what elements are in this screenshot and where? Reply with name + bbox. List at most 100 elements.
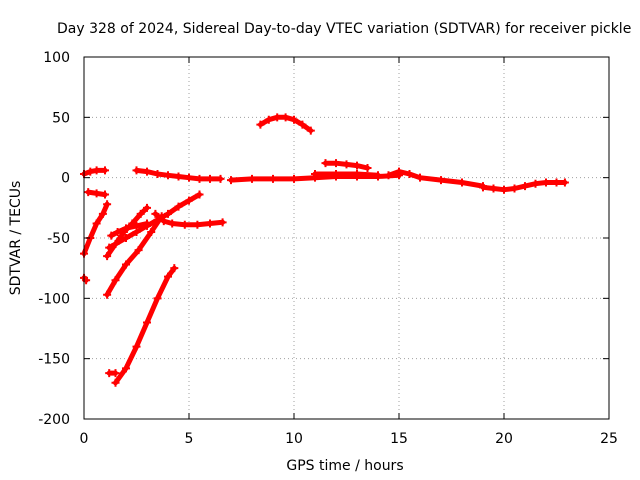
data-point: [113, 227, 122, 236]
data-point: [143, 203, 151, 212]
data-point: [136, 209, 145, 218]
y-tick-label: -50: [47, 231, 70, 247]
data-point: [170, 264, 179, 273]
data-point: [101, 166, 109, 175]
data-point: [416, 173, 424, 182]
data-point: [153, 294, 162, 303]
data-point: [111, 240, 120, 249]
data-point: [143, 219, 151, 228]
data-point: [153, 170, 162, 179]
chart-title: Day 328 of 2024, Sidereal Day-to-day VTE…: [57, 21, 631, 37]
data-point: [185, 173, 193, 182]
plot-frame: [83, 56, 610, 420]
series-layer: [80, 113, 569, 387]
data-point: [248, 174, 256, 183]
data-point: [107, 231, 116, 240]
series-arc-4: [80, 273, 91, 285]
data-point: [92, 219, 101, 228]
data-point: [86, 167, 95, 176]
data-point: [195, 190, 204, 199]
data-point: [105, 243, 114, 252]
data-point: [384, 171, 393, 180]
data-point: [479, 183, 487, 192]
series-arc-10: [105, 369, 120, 378]
x-tick-label: 10: [285, 431, 303, 447]
data-point: [143, 318, 151, 327]
data-point: [168, 219, 177, 228]
data-point: [151, 209, 160, 218]
data-point: [269, 174, 277, 183]
data-point: [521, 182, 529, 191]
data-point: [363, 164, 372, 173]
data-point: [437, 176, 445, 185]
data-point: [132, 221, 141, 230]
x-tick-label: 25: [600, 431, 618, 447]
data-point: [84, 188, 93, 197]
data-point: [542, 178, 550, 187]
data-point: [185, 196, 193, 205]
data-point: [500, 185, 508, 194]
data-point: [311, 170, 319, 179]
series-arc-14: [256, 113, 315, 135]
x-axis-label: GPS time / hours: [286, 458, 403, 474]
data-point: [281, 113, 290, 122]
data-point: [132, 166, 141, 175]
data-point: [193, 220, 202, 229]
data-point: [353, 170, 361, 179]
x-tick-label: 15: [390, 431, 408, 447]
axes-layer: 0 5 10 15 20 25 -200 -150 -100 -50 0 50 100: [38, 50, 618, 447]
data-point: [159, 217, 168, 226]
data-point: [353, 161, 361, 170]
y-tick-label: 100: [43, 50, 70, 66]
data-point: [103, 200, 112, 209]
data-point: [122, 260, 130, 269]
data-point: [332, 159, 340, 168]
series-line: [312, 171, 381, 178]
y-tick-label: -150: [38, 352, 70, 368]
series-line: [106, 192, 202, 251]
series-arc-9: [111, 264, 179, 387]
data-point: [164, 171, 172, 180]
series-arc-8: [107, 219, 151, 240]
data-point: [405, 170, 414, 179]
y-axis-label: SDTVAR / TECUs: [8, 181, 24, 296]
data-point: [98, 209, 107, 218]
data-point: [342, 160, 351, 169]
data-point: [489, 184, 498, 193]
x-tick-label: 5: [185, 431, 194, 447]
y-tick-label: 0: [61, 171, 70, 187]
data-point: [531, 179, 540, 188]
series-arc-12: [132, 166, 225, 183]
data-point: [306, 126, 315, 135]
data-point: [256, 120, 265, 129]
data-point: [290, 115, 298, 124]
data-point: [227, 176, 235, 185]
data-point: [101, 190, 109, 199]
x-tick-label: 20: [495, 431, 513, 447]
y-tick-label: -100: [38, 291, 70, 307]
data-point: [560, 178, 569, 187]
data-point: [111, 276, 120, 285]
data-point: [218, 218, 227, 227]
data-point: [122, 224, 130, 233]
data-point: [132, 342, 141, 351]
data-point: [174, 202, 183, 211]
data-point: [82, 276, 91, 285]
data-point: [147, 227, 156, 236]
data-point: [458, 178, 466, 187]
y-tick-label: -200: [38, 412, 70, 428]
grid-layer: [84, 57, 609, 419]
data-point: [134, 246, 143, 255]
data-point: [264, 115, 273, 124]
data-point: [164, 272, 172, 281]
data-point: [92, 189, 101, 198]
series-arc-2: [84, 188, 109, 199]
data-point: [395, 167, 403, 176]
series-arc-15: [321, 159, 372, 173]
data-point: [92, 166, 101, 175]
data-point: [180, 220, 189, 229]
data-point: [111, 369, 120, 378]
series-arc-16: [311, 170, 382, 180]
